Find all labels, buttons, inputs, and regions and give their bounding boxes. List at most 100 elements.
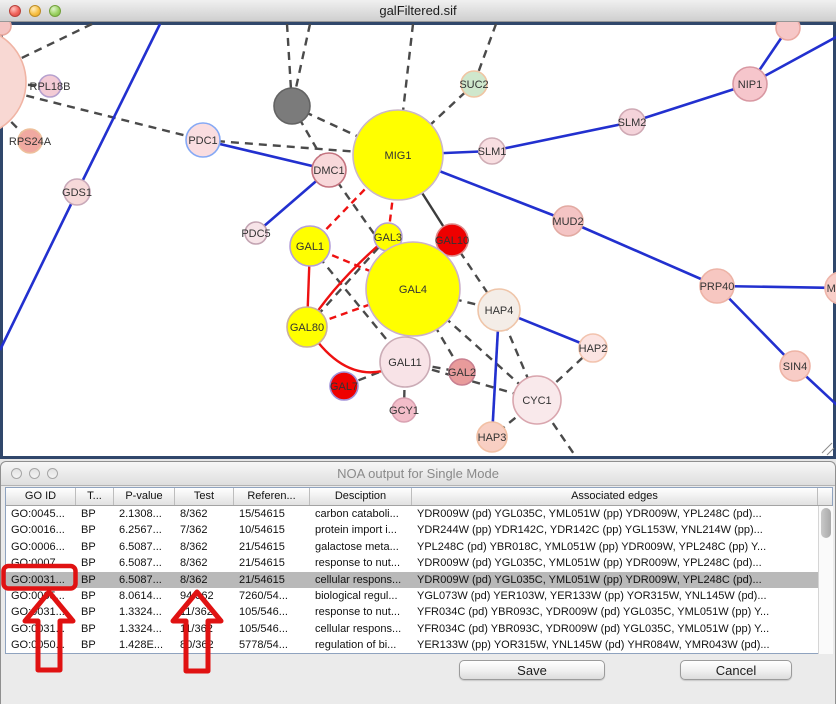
node-GAL1[interactable] xyxy=(289,225,331,267)
edge-p1-gds1[interactable] xyxy=(75,23,162,193)
table-cell: YER133W (pp) YOR315W, YNL145W (pd) YHR08… xyxy=(417,639,770,652)
table-cell: protein import i... xyxy=(315,524,397,537)
edge-mud2-prp40[interactable] xyxy=(567,219,718,288)
close-button-icon[interactable] xyxy=(11,468,22,479)
table-cell: 1.428E... xyxy=(119,639,164,652)
node-PDC5[interactable] xyxy=(244,221,268,245)
node-MSL1[interactable] xyxy=(824,271,836,305)
column-header-referen-[interactable]: Referen... xyxy=(234,488,310,505)
column-header-go-id[interactable]: GO ID xyxy=(6,488,76,505)
edge-prp40-sin4[interactable] xyxy=(716,285,796,367)
node-RPS24A[interactable] xyxy=(17,128,43,154)
node-GAL80[interactable] xyxy=(286,306,328,348)
edge-prp40-msl1[interactable] xyxy=(716,284,836,290)
table-cell: YDR244W (pp) YDR142C, YDR142C (pp) YGL15… xyxy=(417,524,763,537)
table-row[interactable]: GO:0007... BP 6.5087... 8/362 21/54615 respon… xyxy=(6,555,818,571)
node-PDC1[interactable] xyxy=(185,122,221,158)
edge-dmc1-gal4[interactable] xyxy=(328,169,414,290)
node-SLM1[interactable] xyxy=(478,137,506,165)
node-SLM2[interactable] xyxy=(618,108,646,136)
table-cell: BP xyxy=(81,573,96,586)
table-cell: 6.5087... xyxy=(119,540,162,553)
edge-bigL-pdc1[interactable] xyxy=(0,82,204,142)
node-DMC1[interactable] xyxy=(311,152,347,188)
table-row[interactable]: GO:0031... BP 1.3324... 11/362 105/546... res… xyxy=(6,604,818,620)
edge-gds1-p2[interactable] xyxy=(0,191,79,351)
table-cell: BP xyxy=(81,622,96,635)
edge-mig1-gal1[interactable] xyxy=(309,154,399,247)
network-window-titlebar[interactable]: galFiltered.sif xyxy=(0,0,836,22)
node-GDS1[interactable] xyxy=(63,178,91,206)
zoom-button-icon[interactable] xyxy=(49,5,61,17)
edge-grayN-mig1[interactable] xyxy=(291,104,399,157)
table-cell: response to nut... xyxy=(315,557,400,570)
table-cell: 94/362 xyxy=(180,589,214,602)
node-PRP40[interactable] xyxy=(699,268,735,304)
node-MIG1[interactable] xyxy=(352,109,444,201)
table-row[interactable]: GO:0016... BP 6.2567... 7/362 10/54615 protei… xyxy=(6,522,818,538)
column-header-t-[interactable]: T... xyxy=(76,488,114,505)
table-scrollbar[interactable] xyxy=(818,506,833,654)
node-RPL18B[interactable] xyxy=(38,74,62,98)
resize-grip-icon[interactable] xyxy=(826,447,835,456)
column-header-desciption[interactable]: Desciption xyxy=(310,488,412,505)
node-label-MSL1: MSL1 xyxy=(827,283,836,295)
node-NIP1[interactable] xyxy=(732,66,768,102)
node-bigL[interactable] xyxy=(0,28,27,136)
node-GAL7[interactable] xyxy=(329,371,359,401)
node-GAL2[interactable] xyxy=(448,358,476,386)
node-label-HAP3: HAP3 xyxy=(478,432,507,444)
node-SUC2[interactable] xyxy=(460,70,488,98)
edge-suc2-p7[interactable] xyxy=(472,23,498,85)
column-header-test[interactable]: Test xyxy=(175,488,234,505)
resize-grip-icon[interactable] xyxy=(821,442,833,454)
table-cell: 1.3324... xyxy=(119,606,162,619)
node-HAP2[interactable] xyxy=(578,333,608,363)
node-topPink[interactable] xyxy=(775,22,801,41)
edge-slm1-slm2[interactable] xyxy=(491,120,633,153)
table-row[interactable]: GO:0050... BP 1.428E... 80/362 5778/54... reg… xyxy=(6,637,818,653)
node-MUD2[interactable] xyxy=(552,205,584,237)
node-CYC1[interactable] xyxy=(512,375,562,425)
node-grayN[interactable] xyxy=(273,87,311,125)
minimize-button-icon[interactable] xyxy=(29,5,41,17)
column-header-p-value[interactable]: P-value xyxy=(114,488,175,505)
edge-gal1-gal11[interactable] xyxy=(309,245,406,363)
table-cell: GO:0050... xyxy=(11,639,65,652)
table-cell: regulation of bi... xyxy=(315,639,397,652)
table-body: GO:0045... BP 2.1308... 8/362 15/54615 carbon… xyxy=(6,506,818,654)
table-cell: GO:0045... xyxy=(11,508,65,520)
node-GCY1[interactable] xyxy=(391,397,417,423)
node-cornerTL[interactable] xyxy=(0,22,12,36)
network-canvas[interactable]: RPL18B RPS24A GDS1 PDC1 DMC1 MIG1 SUC2 NIP1 SLM2… xyxy=(0,22,836,459)
zoom-button-icon[interactable] xyxy=(47,468,58,479)
cancel-button[interactable]: Cancel xyxy=(680,660,792,680)
table-row[interactable]: GO:0031... BP 6.5087... 8/362 21/54615 cellul… xyxy=(6,571,818,588)
minimize-button-icon[interactable] xyxy=(29,468,40,479)
close-button-icon[interactable] xyxy=(9,5,21,17)
edge-pdc1-dmc1[interactable] xyxy=(202,138,330,172)
noa-window-titlebar[interactable]: NOA output for Single Mode xyxy=(1,462,835,486)
edge-cyc1-p10[interactable] xyxy=(536,399,577,458)
node-GAL10[interactable] xyxy=(435,223,469,257)
scrollbar-thumb[interactable] xyxy=(821,508,831,538)
node-GAL4[interactable] xyxy=(365,241,461,337)
table-cell: 6.2567... xyxy=(119,524,162,537)
table-row[interactable]: GO:0031... BP 1.3324... 11/362 105/546... cel… xyxy=(6,621,818,637)
table-row[interactable]: GO:0006... BP 6.5087... 8/362 21/54615 galact… xyxy=(6,539,818,555)
edge-slm2-nip1[interactable] xyxy=(631,82,751,124)
node-label-SLM1: SLM1 xyxy=(478,146,507,158)
edge-p6-mig1[interactable] xyxy=(396,23,415,156)
node-label-PRP40: PRP40 xyxy=(700,281,735,293)
table-row[interactable]: GO:0065... BP 8.0614... 94/362 7260/54... bio… xyxy=(6,588,818,604)
save-button[interactable]: Save xyxy=(459,660,605,680)
node-HAP4[interactable] xyxy=(477,288,521,332)
node-GAL11[interactable] xyxy=(379,336,431,388)
edge-pdc1-mig1[interactable] xyxy=(202,138,399,157)
edge-gal11-gal7[interactable] xyxy=(343,360,406,388)
node-HAP3[interactable] xyxy=(476,421,508,453)
column-header-associated-edges[interactable]: Associated edges xyxy=(412,488,818,505)
table-row[interactable]: GO:0045... BP 2.1308... 8/362 15/54615 carbon… xyxy=(6,506,818,522)
node-SIN4[interactable] xyxy=(779,350,811,382)
node-label-GCY1: GCY1 xyxy=(389,405,419,417)
